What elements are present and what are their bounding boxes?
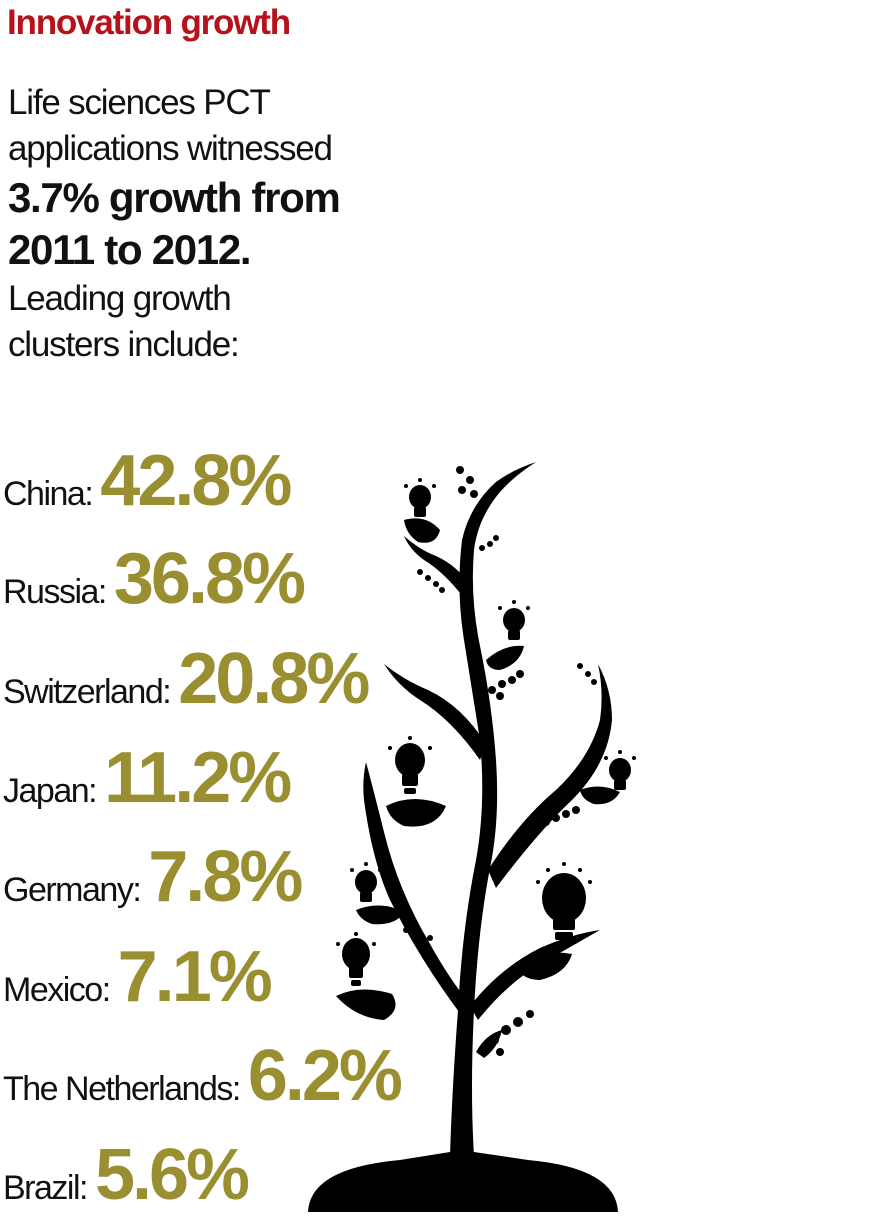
intro-line: clusters include: <box>8 325 240 364</box>
cluster-row-china: China: 42.8% <box>3 440 292 522</box>
cluster-value: 7.1% <box>117 937 273 1017</box>
cluster-value: 11.2% <box>104 738 292 818</box>
cluster-value: 5.6% <box>94 1135 250 1215</box>
cluster-country: Germany: <box>3 871 142 909</box>
intro-text: Life sciences PCT applications witnessed… <box>8 80 428 368</box>
cluster-country: Brazil: <box>3 1169 88 1207</box>
cluster-value: 7.8% <box>148 837 303 917</box>
cluster-row-germany: Germany: 7.8% <box>3 836 303 918</box>
intro-line: Leading growth <box>8 279 232 318</box>
intro-highlight: 2011 to 2012. <box>8 226 252 273</box>
cluster-row-brazil: Brazil: 5.6% <box>3 1134 250 1216</box>
cluster-row-mexico: Mexico: 7.1% <box>3 936 273 1018</box>
cluster-row-japan: Japan: 11.2% <box>3 737 292 819</box>
cluster-value: 6.2% <box>247 1036 403 1116</box>
intro-highlight: 3.7% growth from <box>8 174 341 221</box>
cluster-value: 36.8% <box>113 539 306 619</box>
cluster-country: The Netherlands: <box>3 1070 241 1108</box>
cluster-country: Switzerland: <box>3 673 172 711</box>
cluster-country: China: <box>3 475 94 513</box>
cluster-country: Mexico: <box>3 971 111 1009</box>
cluster-row-switzerland: Switzerland: 20.8% <box>3 638 370 720</box>
cluster-country: Japan: <box>3 772 98 810</box>
cluster-row-netherlands: The Netherlands: 6.2% <box>3 1035 403 1117</box>
cluster-value: 42.8% <box>100 441 292 521</box>
lightbulb-tree-icon <box>308 462 636 1212</box>
intro-line: Life sciences PCT <box>8 83 271 122</box>
page-title: Innovation growth <box>7 3 291 42</box>
intro-line: applications witnessed <box>8 129 333 168</box>
cluster-country: Russia: <box>3 573 107 611</box>
cluster-row-russia: Russia: 36.8% <box>3 538 306 620</box>
cluster-value: 20.8% <box>178 639 370 719</box>
